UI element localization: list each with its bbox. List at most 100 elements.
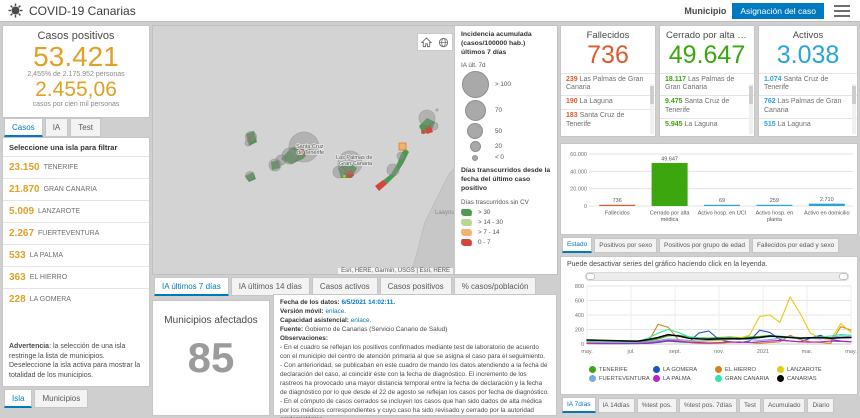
recovered-row: 9.475 Santa Cruz de Tenerife — [660, 95, 754, 118]
days-legend-item: > 7 - 14 — [460, 228, 551, 236]
info-panel: Fecha de los datos: 6/5/2021 14:02:11. V… — [273, 294, 557, 418]
map-canvas[interactable]: Laayoune Santa Cruz de Tenerife — [152, 25, 558, 275]
deaths-title: Fallecidos — [586, 30, 630, 41]
series-legend: TENERIFE LA GOMERA EL HIERRO LANZAROTE F… — [589, 366, 857, 382]
tab-ia-7dias[interactable]: IA últimos 7 días — [154, 277, 229, 296]
legend-lanzarote[interactable]: LANZAROTE — [777, 366, 843, 373]
svg-text:may.: may. — [845, 349, 857, 355]
deaths-value: 736 — [587, 41, 629, 69]
legend-tenerife[interactable]: TENERIFE — [589, 366, 653, 373]
map-tabs: IA últimos 7 días IA últimos 14 días Cas… — [154, 277, 537, 296]
legend-fuerteventura[interactable]: FUERTEVENTURA — [589, 375, 653, 382]
tab-fallecidos-edad-sexo[interactable]: Fallecidos por edad y sexo — [751, 238, 840, 253]
series-chart-note: Puede desactivar series del gráfico haci… — [567, 261, 768, 268]
legend-circle-row: 70 — [461, 100, 551, 122]
svg-text:600: 600 — [575, 299, 584, 305]
scrollbar[interactable] — [749, 84, 753, 134]
tab-ia7[interactable]: IA 7días — [562, 397, 596, 413]
tab-positivos-edad[interactable]: Positivos por grupo de edad — [659, 238, 750, 253]
mobile-version-link[interactable]: enlace. — [325, 307, 347, 315]
scrollbar[interactable] — [650, 84, 654, 134]
menu-icon[interactable] — [834, 4, 850, 17]
incidence-legend-title: Incidencia acumulada (casos/100000 hab.)… — [461, 31, 532, 56]
active-row: 515 La Laguna — [759, 117, 857, 132]
tab-acumulado[interactable]: Acumulado — [762, 398, 806, 413]
map-controls — [417, 33, 453, 51]
svg-text:mar.: mar. — [802, 349, 813, 355]
deaths-row: 183 Santa Cruz de Tenerife — [561, 108, 655, 132]
island-row-la-gomera[interactable]: 228 LA GOMERA — [3, 288, 149, 310]
positives-panel: Casos positivos 53.421 2,455% de 2.175.9… — [2, 25, 150, 118]
series-metric-tabs: IA 7días IA 14días %test pos. %test pos.… — [562, 397, 835, 413]
deaths-row: 239 Las Palmas de Gran Canaria — [561, 72, 655, 96]
svg-text:69: 69 — [719, 198, 725, 204]
island-row-lanzarote[interactable]: 5.009 LANZAROTE — [3, 200, 149, 222]
svg-text:49.647: 49.647 — [661, 156, 678, 162]
recovered-value: 49.647 — [668, 41, 746, 69]
range-handle-left[interactable] — [586, 273, 595, 280]
virus-icon — [8, 3, 23, 18]
legend-la-gomera[interactable]: LA GOMERA — [653, 366, 715, 373]
legend-el-hierro[interactable]: EL HIERRO — [715, 366, 777, 373]
island-level-tabs: Isla Municipios — [4, 389, 89, 408]
map-label-grancanaria-2: Gran Canaria — [339, 161, 373, 167]
tab-test[interactable]: Test — [70, 118, 101, 137]
legend-gran-canaria[interactable]: GRAN CANARIA — [715, 375, 777, 382]
assign-case-button[interactable]: Asignación del caso — [732, 2, 824, 19]
info-bullet-3: - En el cómputo de casos cerrados se inc… — [280, 397, 542, 418]
tab-ia14[interactable]: IA 14días — [597, 398, 635, 413]
map-label-laayoune: Laayoune — [435, 210, 462, 216]
tab-estado[interactable]: Estado — [562, 237, 593, 253]
ia-line-chart: 0 200 400 600 800 may. jul. sept. nov. 2021 mar. ma… — [575, 284, 857, 355]
deaths-row: 190 La Laguna — [561, 95, 655, 109]
time-range-scrollbar[interactable] — [585, 272, 849, 281]
svg-text:60.000: 60.000 — [570, 152, 587, 158]
svg-text:Cerrado por alta: Cerrado por alta — [650, 211, 691, 217]
legend-la-palma[interactable]: LA PALMA — [653, 375, 715, 382]
affected-panel: Municipios afectados 85 — [152, 300, 270, 416]
scrollbar[interactable] — [852, 84, 856, 134]
svg-text:médica: médica — [661, 217, 680, 223]
info-mobile-label: Versión móvil: — [280, 307, 324, 315]
positives-rate: 2.455,06 — [35, 78, 117, 102]
municipio-label: Municipio — [684, 5, 727, 16]
tab-ia-14dias[interactable]: IA últimos 14 días — [230, 277, 310, 296]
tab-ia[interactable]: IA — [44, 118, 69, 137]
tab-test-pos-7[interactable]: %test pos. 7días — [678, 398, 738, 413]
tab-diario[interactable]: Diario — [807, 398, 835, 413]
tab-casos[interactable]: Casos — [4, 118, 43, 137]
map-attribution: Esri, HERE, Garmin, USGS | Esri, HERE — [338, 268, 453, 274]
island-row-fuerteventura[interactable]: 2.267 FUERTEVENTURA — [3, 222, 149, 244]
svg-text:Fallecidos: Fallecidos — [605, 211, 630, 217]
tab-isla[interactable]: Isla — [4, 389, 33, 408]
svg-text:Activo en domicilio: Activo en domicilio — [804, 211, 850, 217]
info-source-label: Fuente: — [280, 325, 304, 333]
capacity-link[interactable]: enlace. — [350, 316, 372, 324]
tab-positivos-sexo[interactable]: Positivos por sexo — [594, 238, 657, 253]
map-label-tenerife-2: de Tenerife — [297, 150, 324, 156]
island-row-la-palma[interactable]: 533 LA PALMA — [3, 244, 149, 266]
legend-canarias[interactable]: CANARIAS — [777, 375, 843, 382]
island-row-gran-canaria[interactable]: 21.870 GRAN CANARIA — [3, 178, 149, 200]
island-row-tenerife[interactable]: 23.150 TENERIFE — [3, 156, 149, 178]
basemap-globe-icon[interactable] — [438, 37, 449, 48]
info-date-label: Fecha de los datos: — [280, 299, 340, 306]
tab-test[interactable]: Test — [739, 398, 761, 413]
days-legend-item: 0 - 7 — [460, 238, 551, 246]
islands-panel: Seleccione una isla para filtrar 23.150 T… — [2, 137, 150, 387]
home-icon[interactable] — [421, 36, 432, 48]
tab-test-pos[interactable]: %test pos. — [636, 398, 677, 413]
islands-title: Seleccione una isla para filtrar — [9, 143, 118, 152]
range-handle-right[interactable] — [839, 273, 848, 280]
active-card: Activos 3.038 1.074 Santa Cruz de Teneri… — [758, 25, 858, 137]
active-row: 1.074 Santa Cruz de Tenerife — [759, 72, 857, 96]
map-legend-panel: Incidencia acumulada (casos/100000 hab.)… — [454, 26, 557, 274]
tab-municipios[interactable]: Municipios — [34, 389, 89, 408]
svg-text:may.: may. — [581, 349, 593, 355]
positives-tabs: Casos IA Test — [4, 118, 101, 137]
recovered-row: 5.945 La Laguna — [660, 117, 754, 132]
days-legend-title: Días transcurridos desde la fecha del úl… — [461, 167, 551, 193]
legend-circle-row: 20 — [461, 141, 551, 153]
app-title: COVID-19 Canarias — [29, 3, 136, 18]
island-row-el-hierro[interactable]: 363 EL HIERRO — [3, 266, 149, 288]
